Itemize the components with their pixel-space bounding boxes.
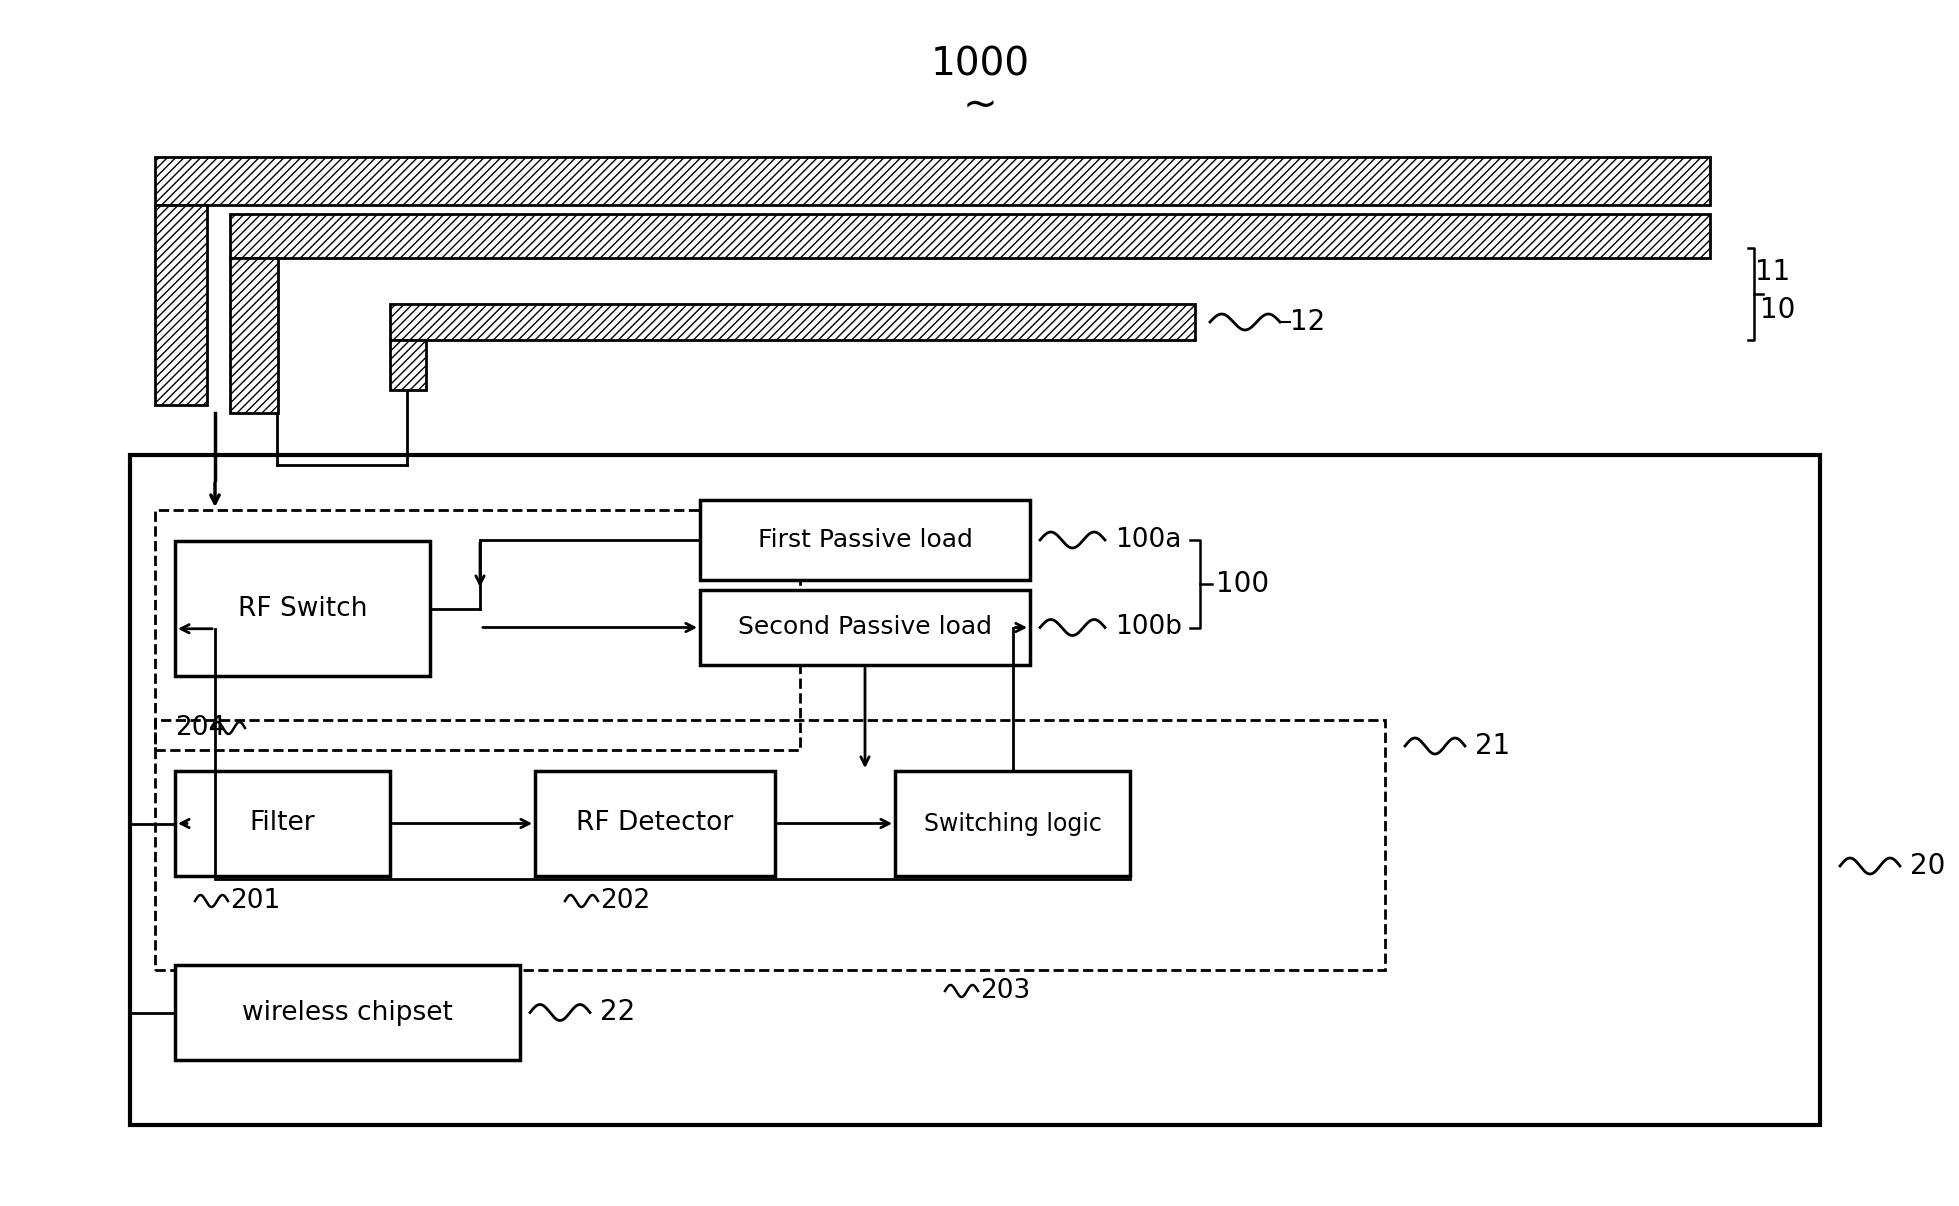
Text: 1000: 1000 [931, 46, 1030, 84]
Bar [155, 205, 208, 405]
Bar [390, 340, 425, 390]
Bar [229, 213, 1710, 258]
Bar [155, 157, 1710, 205]
Text: 203: 203 [980, 978, 1030, 1005]
Text: Filter: Filter [249, 810, 315, 837]
Text: 201: 201 [229, 888, 280, 914]
Bar [155, 510, 799, 750]
Bar [174, 541, 429, 677]
Text: 11: 11 [1755, 258, 1791, 286]
Text: Switching logic: Switching logic [923, 812, 1101, 836]
Bar [535, 771, 776, 876]
Text: 204: 204 [174, 715, 225, 740]
Text: wireless chipset: wireless chipset [243, 1000, 453, 1025]
Text: 12: 12 [1289, 308, 1324, 336]
Text: ~: ~ [962, 84, 997, 125]
Bar [229, 258, 278, 412]
Text: First Passive load: First Passive load [758, 528, 972, 552]
Bar [155, 720, 1385, 970]
Text: 100: 100 [1217, 569, 1269, 598]
Text: RF Switch: RF Switch [237, 596, 366, 621]
Bar [129, 455, 1820, 1125]
Text: Second Passive load: Second Passive load [739, 615, 991, 639]
Text: 21: 21 [1475, 732, 1510, 760]
Bar [174, 965, 519, 1060]
Text: 10: 10 [1759, 295, 1794, 324]
Bar [895, 771, 1130, 876]
Bar [174, 771, 390, 876]
Bar [699, 590, 1030, 665]
Text: RF Detector: RF Detector [576, 810, 733, 837]
Text: 20: 20 [1910, 851, 1945, 880]
Text: 22: 22 [599, 999, 635, 1026]
Bar [390, 304, 1195, 340]
Text: 100b: 100b [1115, 615, 1181, 640]
Text: 202: 202 [599, 888, 650, 914]
Text: 100a: 100a [1115, 527, 1181, 554]
Bar [699, 500, 1030, 580]
